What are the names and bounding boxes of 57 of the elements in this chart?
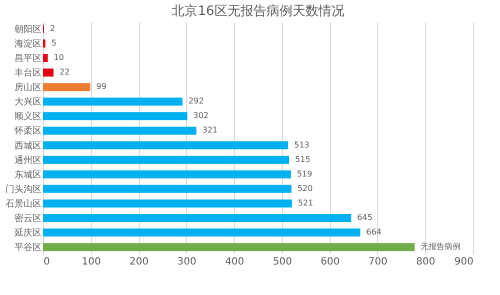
y-tick-label: 通州区	[14, 154, 42, 166]
data-label: 10	[54, 53, 64, 62]
data-label: 513	[294, 140, 310, 150]
bar	[43, 126, 196, 135]
bar	[43, 98, 183, 106]
data-label: 2	[50, 24, 56, 33]
bar	[43, 184, 292, 193]
bar	[43, 141, 288, 150]
y-tick-label: 门头沟区	[6, 184, 42, 195]
data-label: 5	[51, 38, 56, 48]
data-label: 645	[357, 213, 372, 222]
x-tick-label: 700	[368, 256, 388, 268]
bar	[43, 214, 352, 222]
bar	[43, 112, 188, 120]
y-tick-label: 房山区	[14, 82, 42, 94]
x-tick-label: 800	[416, 256, 436, 268]
x-tick-label: 300	[177, 256, 196, 268]
data-label: 521	[298, 198, 314, 208]
y-tick-label: 大兴区	[14, 96, 42, 108]
bar	[43, 156, 290, 164]
data-label: 292	[188, 96, 204, 106]
chart-title: 北京16区无报告病例天数情况	[172, 4, 344, 19]
y-tick-label: 海淀区	[14, 38, 42, 50]
y-tick-label: 密云区	[14, 213, 42, 224]
y-tick-label: 昌平区	[14, 53, 42, 64]
bar	[43, 228, 360, 237]
bar	[43, 170, 291, 178]
y-tick-label: 平谷区	[14, 242, 42, 254]
data-label: 520	[297, 184, 313, 193]
bar	[43, 199, 292, 208]
data-label: 321	[202, 126, 218, 135]
data-label: 99	[96, 82, 106, 92]
x-tick-label: 200	[130, 256, 149, 268]
x-tick-label: 100	[82, 256, 101, 268]
x-tick-label: 600	[320, 256, 340, 268]
y-tick-label: 怀柔区	[14, 126, 42, 137]
data-label: 无报告病例	[420, 242, 461, 252]
data-label: 302	[193, 111, 209, 120]
y-tick-label: 朝阳区	[14, 24, 42, 35]
data-label: 519	[296, 169, 312, 178]
bar	[43, 83, 90, 92]
y-tick-label: 西城区	[14, 140, 42, 152]
bar	[43, 68, 54, 77]
data-label: 515	[295, 154, 310, 164]
y-tick-label: 延庆区	[14, 228, 42, 239]
data-label: 664	[366, 228, 382, 237]
x-tick-label: 500	[272, 256, 292, 268]
x-tick-label: 900	[454, 256, 474, 268]
bar	[43, 54, 48, 62]
bar	[43, 243, 415, 252]
y-tick-label: 石景山区	[6, 198, 42, 210]
y-tick-label: 顺义区	[14, 111, 42, 122]
data-label: 22	[60, 68, 70, 77]
y-tick-label: 东城区	[14, 169, 42, 180]
x-tick-label: 400	[225, 256, 244, 268]
y-tick-label: 丰台区	[14, 68, 42, 79]
x-tick-label: 0	[44, 256, 50, 268]
